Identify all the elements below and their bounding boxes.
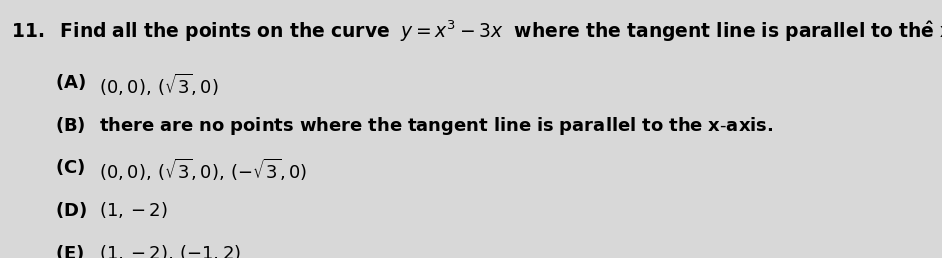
Text: $(1,-2)$: $(1,-2)$ <box>99 200 168 220</box>
Text: $(1,-2),\,(-1,2)$: $(1,-2),\,(-1,2)$ <box>99 243 241 258</box>
Text: $\mathbf{(C)}$: $\mathbf{(C)}$ <box>55 157 85 178</box>
Text: $\mathbf{(E)}$: $\mathbf{(E)}$ <box>55 243 84 258</box>
Text: $\mathbf{(D)}$: $\mathbf{(D)}$ <box>55 200 87 220</box>
Text: $\mathbf{there\ are\ no\ points\ where\ the\ tangent\ line\ is\ parallel\ to\ th: $\mathbf{there\ are\ no\ points\ where\ … <box>99 115 773 137</box>
Text: $\mathbf{(A)}$: $\mathbf{(A)}$ <box>55 72 86 92</box>
Text: $\mathbf{(B)}$: $\mathbf{(B)}$ <box>55 115 86 135</box>
Text: $(0,0),\,(\sqrt{3},0),\,(-\sqrt{3},0)$: $(0,0),\,(\sqrt{3},0),\,(-\sqrt{3},0)$ <box>99 157 307 183</box>
Text: $\mathbf{11.}$  $\mathbf{Find\ all\ the\ points\ on\ the\ curve}$  $y = x^3 - 3x: $\mathbf{11.}$ $\mathbf{Find\ all\ the\ … <box>11 18 942 44</box>
Text: $(0,0),\,(\sqrt{3},0)$: $(0,0),\,(\sqrt{3},0)$ <box>99 72 219 98</box>
